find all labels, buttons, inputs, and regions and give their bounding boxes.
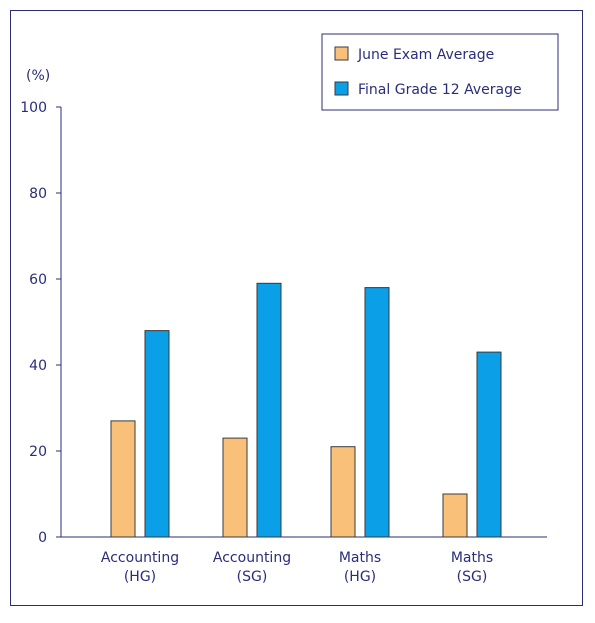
- legend-label-1: Final Grade 12 Average: [358, 82, 522, 98]
- chart-frame: [10, 10, 583, 606]
- x-category-label: (HG): [124, 569, 156, 585]
- x-category-label: Maths: [451, 550, 493, 566]
- bar-june-exam-1: [222, 437, 248, 538]
- bars: [110, 282, 502, 538]
- y-tick-label: 60: [29, 272, 47, 288]
- bar-june-exam-0: [110, 420, 136, 538]
- y-tick-label: 40: [29, 358, 47, 374]
- x-category-label: Maths: [339, 550, 381, 566]
- bar-june-exam-3: [442, 493, 468, 538]
- legend-label-0: June Exam Average: [357, 47, 494, 63]
- x-category-label: (SG): [237, 569, 268, 585]
- y-tick-label: 80: [29, 186, 47, 202]
- x-category-label: Accounting: [101, 550, 179, 566]
- legend: June Exam Average Final Grade 12 Average: [321, 33, 559, 111]
- bar-final-grade-2: [364, 287, 390, 538]
- bar-final-grade-0: [144, 330, 170, 538]
- labels: 0 20 40 60 80 100 (%) Accounting (HG) Accounting (…: [20, 68, 493, 585]
- legend-box: [321, 33, 559, 111]
- x-category-label: (SG): [457, 569, 488, 585]
- y-axis-unit-label: (%): [26, 68, 50, 84]
- legend-swatch-1: [334, 81, 349, 96]
- bar-final-grade-3: [476, 351, 502, 538]
- x-category-label: (HG): [344, 569, 376, 585]
- y-tick-label: 20: [29, 444, 47, 460]
- legend-swatch-0: [334, 46, 349, 61]
- y-tick-label: 100: [20, 100, 47, 116]
- bar-june-exam-2: [330, 446, 356, 538]
- bar-final-grade-1: [256, 282, 282, 538]
- y-tick-label: 0: [38, 530, 47, 546]
- x-category-label: Accounting: [213, 550, 291, 566]
